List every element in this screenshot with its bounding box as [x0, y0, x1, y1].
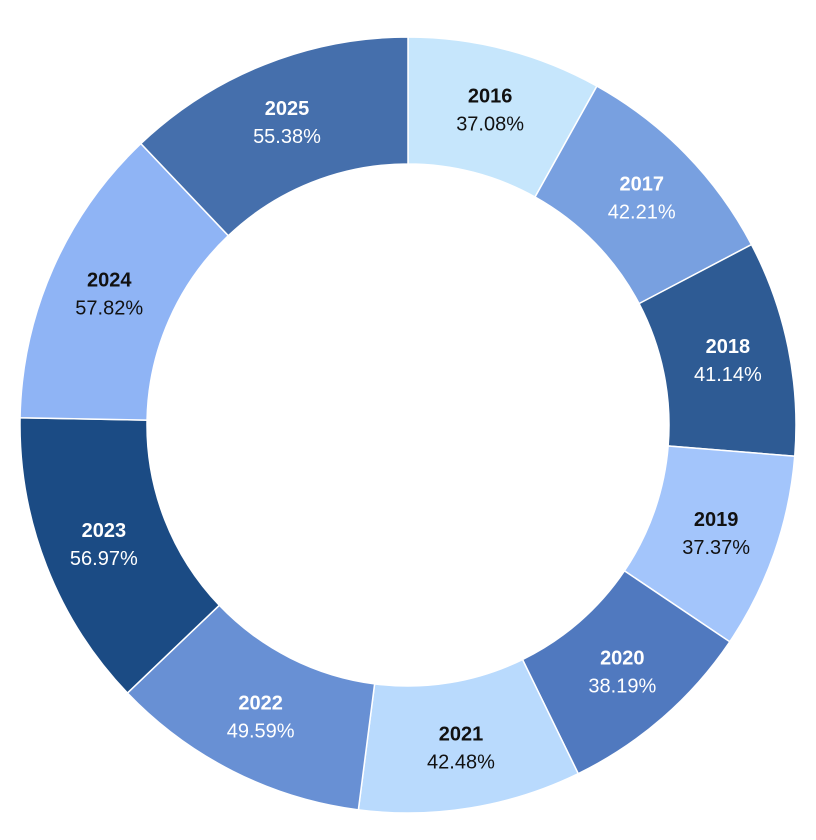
slice-value-2016: 37.08% — [456, 113, 524, 135]
slice-label-2018: 2018 — [706, 336, 751, 358]
slice-value-2021: 42.48% — [427, 751, 495, 773]
slice-label-2017: 2017 — [619, 173, 664, 195]
slice-value-2022: 49.59% — [227, 721, 295, 743]
slice-value-2024: 57.82% — [75, 298, 143, 320]
slice-label-2024: 2024 — [87, 270, 132, 292]
donut-slices — [19, 36, 797, 814]
slice-2025 — [139, 36, 409, 237]
slice-label-2023: 2023 — [82, 520, 127, 542]
slice-value-2017: 42.21% — [608, 201, 676, 223]
slice-label-2021: 2021 — [439, 723, 484, 745]
slice-value-2023: 56.97% — [70, 548, 138, 570]
slice-label-2016: 2016 — [468, 85, 513, 107]
slice-label-2022: 2022 — [238, 693, 283, 715]
slice-value-2025: 55.38% — [253, 126, 321, 148]
donut-labels: 2016 37.08% 2017 42.21% 2018 41.14% 2019 37.37%… — [70, 85, 762, 773]
slice-label-2019: 2019 — [694, 509, 739, 531]
slice-label-2020: 2020 — [600, 648, 645, 670]
slice-value-2020: 38.19% — [588, 676, 656, 698]
slice-value-2018: 41.14% — [694, 364, 762, 386]
slice-value-2019: 37.37% — [682, 537, 750, 559]
slice-label-2025: 2025 — [265, 98, 310, 120]
